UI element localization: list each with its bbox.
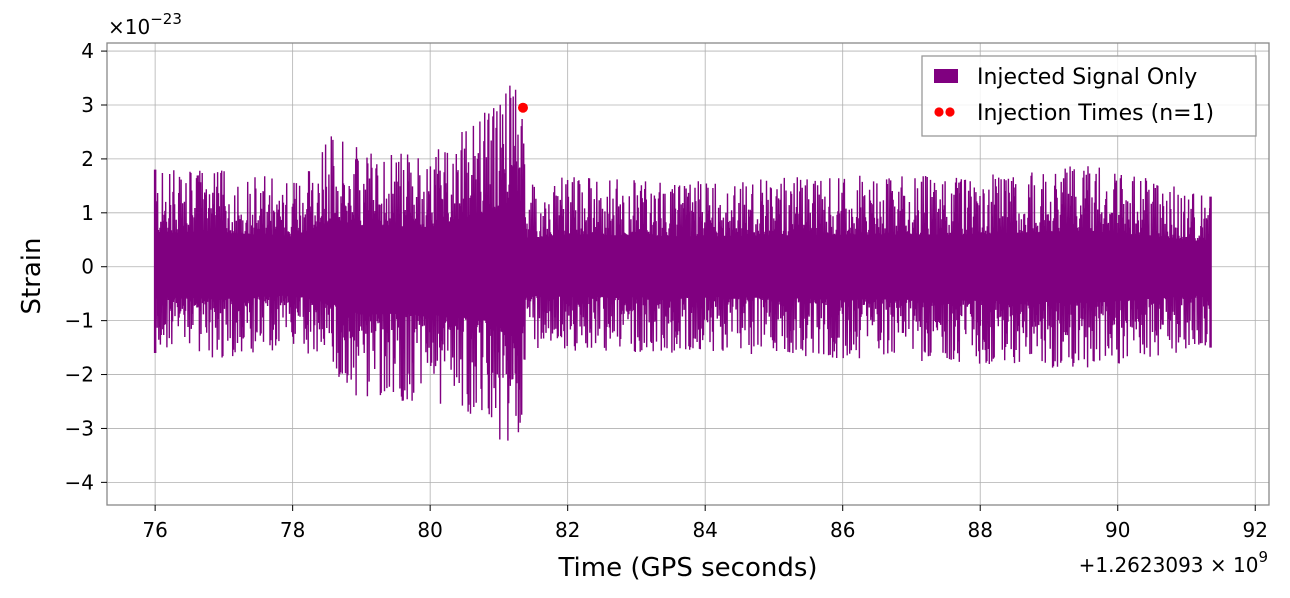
y-tick-label: 1 (81, 201, 94, 225)
x-tick-label: 88 (967, 518, 992, 542)
y-tick-label: −2 (65, 363, 94, 387)
x-tick-label: 84 (692, 518, 717, 542)
legend-swatch-signal (934, 69, 958, 83)
x-axis-label: Time (GPS seconds) (557, 553, 817, 583)
series-injection-times (517, 102, 528, 113)
y-tick-label: 3 (81, 93, 94, 117)
y-multiplier-exponent: −23 (150, 10, 182, 28)
x-offset: +1.2623093 × 109 (1079, 548, 1268, 577)
series-injected-signal (153, 85, 1212, 441)
x-tick-label: 78 (280, 518, 305, 542)
y-tick-label: 0 (81, 255, 94, 279)
x-tick-label: 92 (1243, 518, 1268, 542)
x-tick-label: 80 (417, 518, 442, 542)
y-tick-label: −1 (65, 309, 94, 333)
x-tick-label: 82 (555, 518, 580, 542)
x-offset-exponent: 9 (1258, 548, 1268, 566)
y-tick-label: 4 (81, 39, 94, 63)
x-tick-label: 86 (830, 518, 855, 542)
y-tick-label: −3 (65, 416, 94, 440)
x-tick-label: 90 (1105, 518, 1130, 542)
legend-marker-injection-1 (934, 107, 944, 117)
legend-box (921, 55, 1257, 137)
x-axis-ticks: 76 78 80 82 84 86 88 90 92 (142, 505, 1268, 542)
y-multiplier: ×10−23 (108, 10, 182, 39)
plot-frame (106, 42, 1270, 506)
y-tick-label: −4 (65, 470, 94, 494)
signal-trace (154, 85, 1212, 441)
y-axis-ticks: 4 3 2 1 0 −1 −2 −3 −4 (65, 39, 107, 494)
legend-marker-injection-2 (945, 107, 955, 117)
y-tick-label: 2 (81, 147, 94, 171)
legend: Injected Signal Only Injection Times (n=… (921, 55, 1257, 137)
x-tick-label: 76 (142, 518, 167, 542)
y-axis-label: Strain (17, 237, 47, 314)
injection-marker (517, 102, 528, 113)
legend-label-signal: Injected Signal Only (977, 65, 1197, 90)
legend-label-injection: Injection Times (n=1) (977, 101, 1214, 126)
